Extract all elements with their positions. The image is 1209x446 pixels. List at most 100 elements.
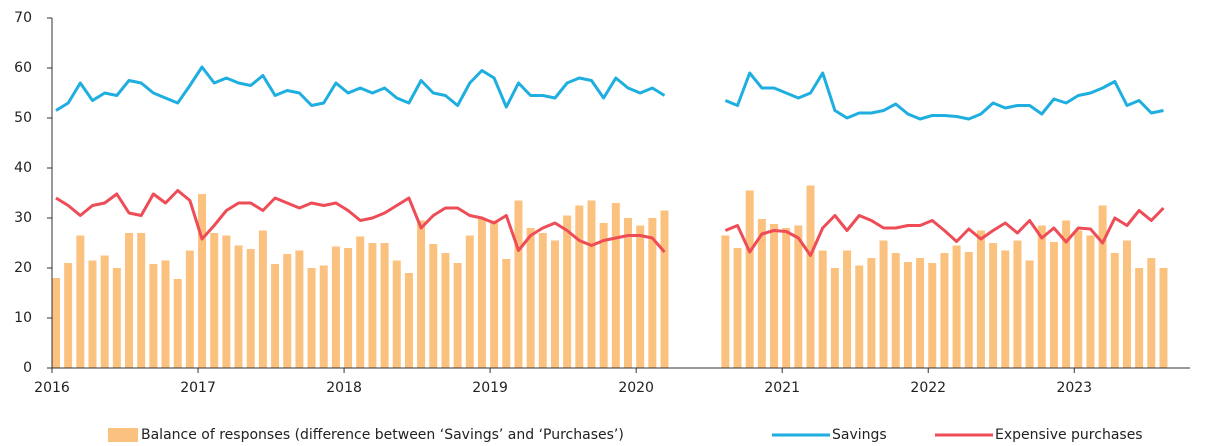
bar — [319, 265, 328, 368]
line — [55, 189, 1165, 257]
bar — [417, 220, 426, 368]
bar — [648, 218, 657, 368]
bar — [611, 203, 620, 368]
legend-swatch — [108, 428, 138, 442]
y-tick-label: 10 — [14, 310, 32, 326]
bar — [903, 262, 912, 368]
bar — [550, 240, 559, 368]
bar — [429, 244, 438, 368]
bar — [1074, 230, 1083, 368]
x-tick-label: 2022 — [910, 380, 946, 396]
bar — [1159, 268, 1168, 368]
bar — [125, 233, 134, 368]
bar — [1001, 250, 1010, 368]
bar — [100, 255, 109, 368]
bar — [514, 200, 523, 368]
bar — [258, 230, 267, 368]
x-tick-label: 2021 — [764, 380, 800, 396]
x-tick-label: 2020 — [618, 380, 654, 396]
bar — [392, 260, 401, 368]
bar — [940, 253, 949, 368]
bar — [185, 250, 194, 368]
y-tick-label: 20 — [14, 260, 32, 276]
bar — [331, 246, 340, 368]
bar — [210, 233, 219, 368]
bar — [976, 230, 985, 368]
bar — [161, 260, 170, 368]
bar — [441, 253, 450, 368]
bar — [173, 279, 182, 368]
x-tick-label: 2016 — [34, 380, 70, 396]
bar — [1098, 205, 1107, 368]
bar — [721, 235, 730, 368]
bar — [222, 235, 231, 368]
bar — [490, 220, 499, 368]
bar — [770, 224, 779, 368]
bar — [52, 278, 60, 368]
bar — [989, 243, 998, 368]
bar — [1147, 258, 1156, 368]
line — [55, 65, 1164, 121]
legend-label: Savings — [832, 427, 887, 443]
bar — [867, 258, 876, 368]
x-tick-label: 2018 — [326, 380, 362, 396]
bar — [246, 249, 255, 368]
bar — [404, 273, 413, 368]
bar — [1037, 225, 1046, 368]
bar — [855, 265, 864, 368]
bar — [782, 228, 791, 368]
bar — [745, 190, 754, 368]
bar — [344, 248, 353, 368]
bar — [283, 254, 292, 368]
bar — [76, 235, 85, 368]
bar — [271, 264, 280, 368]
bar — [952, 245, 961, 368]
y-tick-label: 60 — [14, 60, 32, 76]
bar — [563, 215, 572, 368]
bar — [368, 243, 377, 368]
bar — [891, 253, 900, 368]
x-tick-label: 2023 — [1056, 380, 1092, 396]
bar — [1122, 240, 1131, 368]
legend-label: Balance of responses (difference between… — [141, 427, 624, 443]
bar — [477, 219, 486, 368]
bar — [112, 268, 121, 368]
y-tick-label: 70 — [14, 10, 32, 26]
bar — [356, 236, 365, 368]
bar — [733, 248, 742, 368]
bar — [1013, 240, 1022, 368]
bar — [599, 223, 608, 368]
bar — [964, 252, 973, 368]
y-tick-label: 50 — [14, 110, 32, 126]
bar — [636, 225, 645, 368]
x-tick-label: 2017 — [180, 380, 216, 396]
bar — [137, 233, 146, 368]
bar — [1135, 268, 1144, 368]
bar — [538, 233, 547, 368]
bar — [380, 243, 389, 368]
bar — [149, 264, 158, 368]
bar — [1110, 253, 1119, 368]
bar — [830, 268, 839, 368]
bar — [1049, 242, 1058, 368]
bar — [623, 218, 632, 368]
bar — [307, 268, 316, 368]
bar — [575, 205, 584, 368]
bar — [526, 228, 535, 368]
bar — [1062, 220, 1071, 368]
bar — [1025, 260, 1034, 368]
bar — [794, 225, 803, 368]
y-tick-label: 0 — [23, 360, 32, 376]
bar — [465, 235, 474, 368]
bar — [453, 263, 462, 368]
bar — [502, 259, 511, 368]
bar — [818, 250, 827, 368]
bar — [806, 185, 815, 368]
bar — [916, 258, 925, 368]
bar — [198, 194, 207, 368]
bar — [757, 219, 766, 368]
bar — [587, 200, 596, 368]
bar — [234, 245, 243, 368]
bar — [295, 250, 304, 368]
